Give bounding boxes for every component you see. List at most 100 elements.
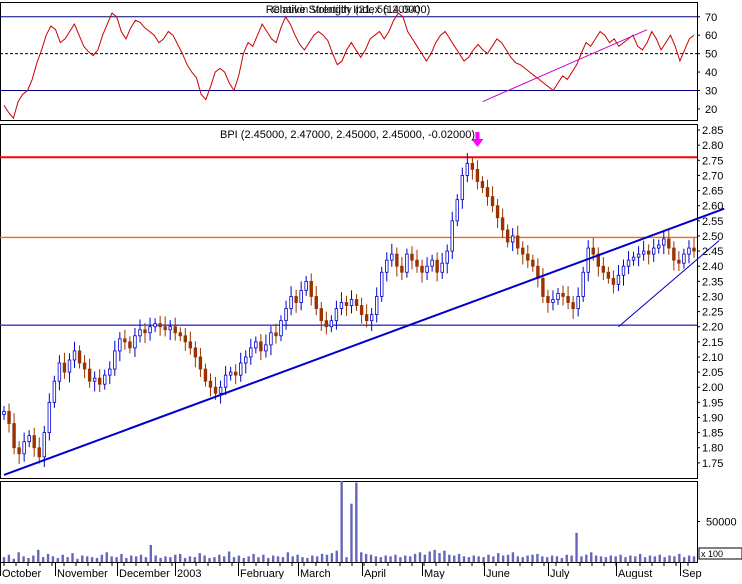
volume-bar	[350, 503, 353, 562]
volume-bar	[320, 553, 324, 562]
volume-bar	[262, 554, 265, 562]
candle-body	[42, 432, 46, 458]
volume-bar	[541, 556, 544, 562]
panel-frame-3	[0, 481, 698, 563]
volume-bar	[198, 553, 201, 562]
volume-bar	[374, 556, 378, 562]
rsi-tick-label: 70	[705, 12, 717, 24]
candle-body	[516, 235, 520, 249]
price-tick-label: 2.70	[702, 170, 723, 182]
candle-body	[571, 302, 575, 309]
candle-body	[591, 247, 595, 255]
volume-bar	[536, 553, 539, 562]
candle-body	[334, 308, 339, 322]
price-tick-label: 2.10	[702, 352, 723, 364]
price-tick-label: 1.80	[702, 443, 723, 455]
candle-body	[128, 341, 132, 349]
volume-bar	[501, 555, 505, 562]
candle-body	[646, 250, 651, 255]
volume-bar	[408, 556, 412, 562]
candle-body	[113, 350, 117, 370]
price-title: BPI (2.45000, 2.47000, 2.45000, 2.45000,…	[220, 129, 475, 141]
x-tick-label: March	[300, 568, 331, 579]
candle-body	[103, 374, 107, 385]
x-tick-label: June	[486, 568, 510, 579]
candle-body	[133, 335, 137, 349]
candle-body	[616, 274, 621, 285]
x-tick-label: April	[364, 568, 386, 579]
price-tick-label: 1.90	[702, 412, 723, 424]
volume-bar	[389, 556, 392, 562]
rsi-tick-label: 50	[705, 49, 717, 61]
volume-bar	[105, 552, 108, 562]
volume-bar	[95, 557, 99, 562]
volume-bar	[413, 553, 417, 562]
volume-bar	[66, 557, 69, 562]
price-tick-label: 2.50	[702, 231, 723, 243]
candle-body	[677, 259, 681, 264]
candle-body	[521, 247, 525, 255]
candle-body	[541, 277, 545, 297]
volume-bar	[634, 556, 637, 562]
x-tick-label: October	[2, 568, 41, 579]
volume-unit-label: x 100	[701, 549, 723, 559]
volume-bar	[355, 482, 358, 562]
candle-body	[652, 247, 656, 255]
candle-body	[621, 265, 626, 276]
candle-body	[531, 259, 535, 267]
x-tick-label: November	[57, 568, 108, 579]
volume-bar	[673, 556, 676, 562]
volume-bar	[340, 481, 343, 562]
volume-bar	[301, 557, 304, 562]
volume-bar	[267, 557, 270, 562]
volume-bar	[428, 551, 431, 562]
candle-body	[354, 299, 359, 306]
candle-body	[344, 302, 349, 306]
price-tick-label: 2.30	[702, 291, 723, 303]
volume-bar	[394, 554, 397, 562]
volume-bar	[585, 554, 588, 562]
candle-body	[450, 220, 454, 252]
volume-bar	[286, 552, 290, 562]
volume-bar	[115, 557, 118, 562]
volume-bar	[643, 557, 647, 562]
price-tick-label: 2.65	[702, 186, 723, 198]
price-trendline-1	[3, 207, 725, 476]
candle-body	[440, 262, 444, 273]
volume-bar	[144, 557, 148, 562]
candle-body	[233, 371, 238, 376]
volume-bar	[599, 556, 603, 562]
volume-bar	[134, 556, 138, 562]
volume-bar	[580, 556, 583, 562]
candle-body	[82, 362, 87, 370]
volume-bar	[629, 555, 632, 562]
candle-body	[264, 344, 268, 352]
candle-body	[359, 305, 364, 316]
candle-body	[228, 371, 233, 376]
volume-bar	[497, 553, 500, 562]
candle-body	[626, 259, 631, 267]
volume-bar	[521, 557, 524, 562]
volume-bar	[506, 554, 510, 562]
candle-body	[294, 296, 298, 303]
rsi-tick-label: 60	[705, 30, 717, 42]
volume-bar	[120, 553, 123, 562]
candle-body	[430, 259, 434, 267]
candle-body	[183, 335, 188, 343]
volume-tick-label: 50000	[706, 517, 737, 529]
candle-body	[390, 253, 394, 261]
candle-body	[168, 326, 172, 331]
volume-bar	[487, 554, 490, 562]
candle-body	[657, 244, 661, 249]
volume-bar	[178, 553, 182, 562]
volume-bar	[32, 555, 35, 562]
candle-body	[2, 411, 6, 415]
candle-body	[32, 435, 36, 449]
price-tick-label: 2.35	[702, 276, 723, 288]
volume-bar	[252, 553, 255, 562]
volume-bar	[56, 557, 60, 562]
candle-body	[213, 386, 218, 394]
candle-body	[193, 347, 198, 358]
volume-bar	[164, 556, 167, 562]
price-tick-label: 2.55	[702, 216, 723, 228]
